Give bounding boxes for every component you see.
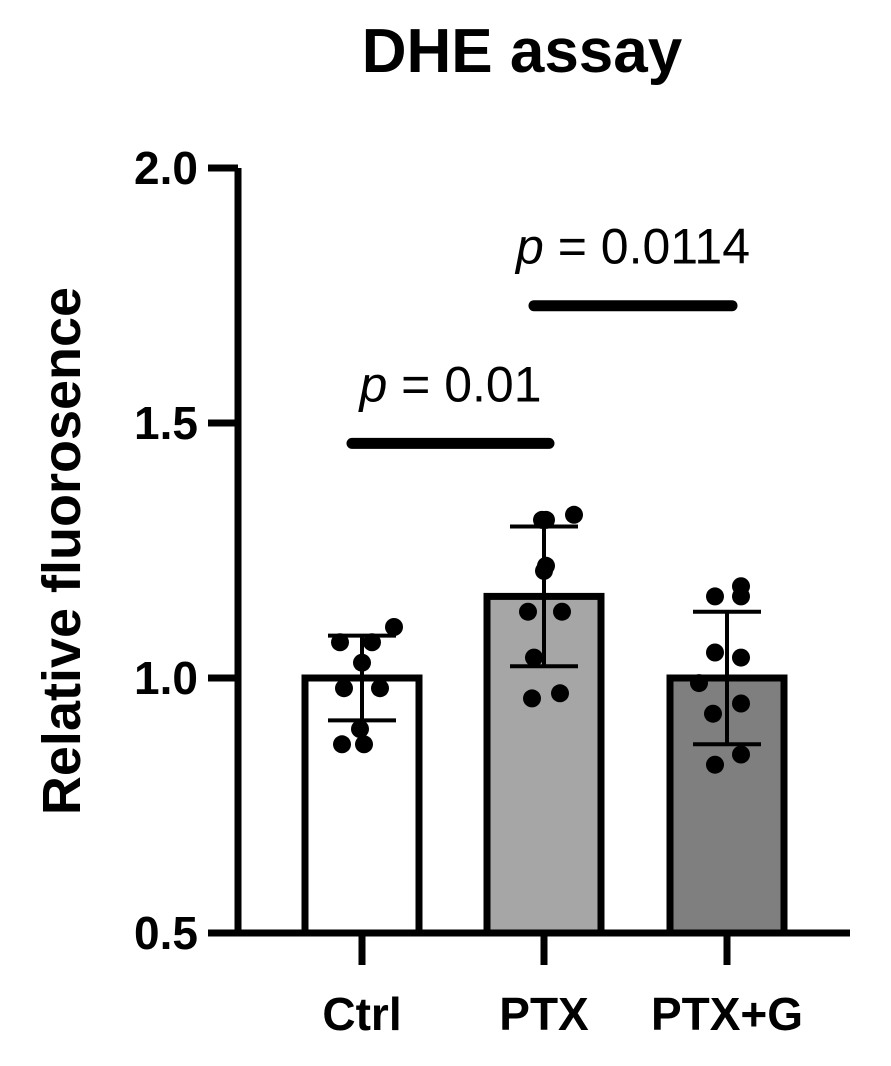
x-category-label: Ctrl [322,988,401,1040]
p-value-label: p = 0.0114 [514,219,750,275]
data-point [353,653,371,672]
chart-title: DHE assay [362,17,683,86]
data-point [553,602,571,621]
data-point [525,648,543,667]
y-axis-label: Relative fluorosence [32,287,92,815]
data-point [704,704,722,723]
p-value-label: p = 0.01 [357,356,541,412]
y-tick-label: 2.0 [134,142,198,194]
data-point [706,643,724,662]
y-tick-label: 1.0 [134,652,198,704]
data-point [519,602,537,621]
data-point [690,674,708,693]
data-points [331,505,750,774]
data-point [732,648,750,667]
data-point [351,720,369,738]
axes: 0.5 1.0 1.5 2.0 Ctrl PTX PTX+G [134,142,850,1040]
data-point [385,618,403,636]
bars [301,592,788,937]
data-point [355,735,373,754]
y-tick-label: 1.5 [134,397,198,449]
data-point [371,679,389,698]
data-point [551,684,569,703]
data-point [565,505,583,524]
y-tick-label: 0.5 [134,907,198,959]
p-symbol: p [357,356,387,412]
p-symbol: p [514,219,544,275]
data-point [537,556,555,575]
data-point [537,510,555,529]
significance-annotations: p = 0.01p = 0.0114 [346,219,750,449]
p-value-text: = 0.01 [387,356,541,412]
data-point [523,689,541,708]
x-category-label: PTX+G [651,988,803,1040]
p-value-text: = 0.0114 [544,219,750,275]
data-point [732,694,750,713]
data-point [732,587,750,606]
data-point [335,679,353,698]
data-point [331,633,349,652]
data-point [732,745,750,764]
x-category-label: PTX [499,988,589,1040]
data-point [706,755,724,774]
data-point [333,735,351,754]
data-point [706,587,724,606]
data-point [363,633,381,652]
